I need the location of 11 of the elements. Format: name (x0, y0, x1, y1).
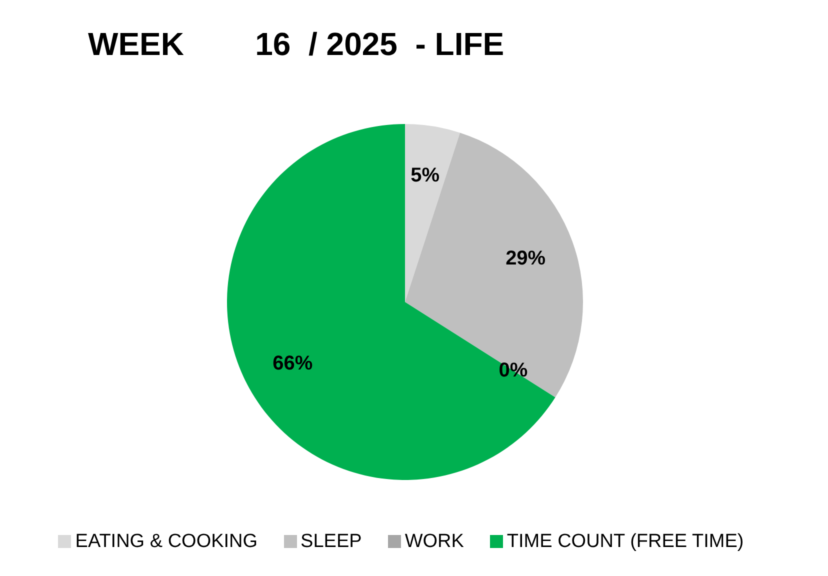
legend-label: TIME COUNT (FREE TIME) (506, 531, 744, 552)
pie-slice (227, 124, 556, 480)
data-label: 29% (506, 248, 546, 270)
data-label: 5% (410, 164, 440, 186)
chart-title: WEEK 16 / 2025 - LIFE (88, 26, 504, 63)
legend-label: SLEEP (300, 531, 362, 552)
legend-label: WORK (404, 531, 464, 552)
data-label: 66% (272, 352, 313, 375)
legend-label: EATING & COOKING (75, 531, 258, 552)
pie-slice (405, 124, 460, 302)
pie-slice (405, 132, 583, 398)
